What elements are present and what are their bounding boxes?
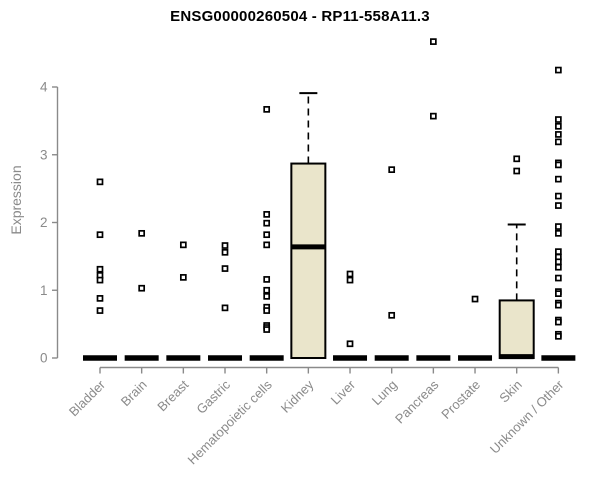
- outlier-point-unknown-other: [555, 290, 562, 297]
- collapsed-box-brain: [124, 355, 159, 361]
- outlier-point-hematopoietic-cells: [263, 292, 271, 300]
- outlier-point-bladder: [96, 307, 104, 314]
- outlier-point-breast: [179, 241, 187, 249]
- outlier-point-unknown-other: [555, 223, 562, 230]
- outlier-point-unknown-other: [555, 138, 562, 146]
- outlier-point-skin: [513, 167, 521, 175]
- outlier-point-unknown-other: [555, 122, 562, 130]
- outlier-point-gastric: [221, 248, 229, 256]
- outlier-point-hematopoietic-cells: [263, 286, 271, 294]
- collapsed-box-bladder: [83, 355, 117, 361]
- y-tick-label: 2: [40, 215, 48, 230]
- x-tick-label-unknown-other: Unknown / Other: [487, 377, 567, 457]
- y-tick-label: 1: [40, 283, 48, 298]
- box-skin: [498, 299, 535, 360]
- collapsed-box-pancreas: [416, 355, 451, 361]
- outlier-point-brain: [138, 284, 146, 292]
- x-tick-label-brain: Brain: [118, 377, 150, 409]
- outlier-point-bladder: [96, 265, 104, 273]
- outlier-point-unknown-other: [555, 318, 562, 326]
- collapsed-box-lung: [374, 355, 409, 361]
- x-tick-label-skin: Skin: [496, 377, 524, 405]
- outlier-point-unknown-other: [555, 248, 562, 255]
- outlier-point-prostate: [471, 295, 479, 303]
- outlier-point-gastric: [221, 265, 229, 272]
- x-tick-label-gastric: Gastric: [193, 377, 233, 417]
- outlier-point-unknown-other: [555, 263, 562, 271]
- outlier-point-unknown-other: [555, 301, 562, 309]
- outlier-point-liver: [346, 340, 354, 348]
- x-tick-label-lung: Lung: [369, 377, 400, 408]
- x-tick-label-prostate: Prostate: [438, 377, 483, 422]
- outlier-point-hematopoietic-cells: [263, 276, 271, 283]
- outlier-point-brain: [138, 229, 146, 237]
- outlier-point-unknown-other: [555, 192, 562, 200]
- outlier-point-unknown-other: [555, 202, 562, 209]
- outlier-point-lung: [388, 166, 396, 174]
- chart-title: ENSG00000260504 - RP11-558A11.3: [170, 8, 430, 25]
- collapsed-box-breast: [166, 355, 201, 361]
- outlier-point-unknown-other: [555, 175, 562, 183]
- outlier-point-bladder: [96, 231, 104, 239]
- outlier-point-unknown-other: [555, 131, 562, 138]
- outlier-point-lung: [388, 311, 396, 319]
- outlier-point-bladder: [96, 276, 104, 284]
- x-tick-label-bladder: Bladder: [66, 377, 109, 420]
- outlier-point-pancreas: [430, 112, 437, 120]
- outlier-point-hematopoietic-cells: [263, 307, 271, 314]
- outlier-point-hematopoietic-cells: [263, 106, 271, 113]
- y-tick-label: 3: [40, 147, 48, 162]
- outlier-point-bladder: [96, 295, 104, 302]
- x-tick-label-kidney: Kidney: [278, 377, 317, 416]
- outlier-point-skin: [513, 155, 521, 163]
- collapsed-box-liver: [333, 355, 368, 361]
- outlier-point-hematopoietic-cells: [263, 241, 271, 249]
- outlier-point-unknown-other: [555, 332, 562, 340]
- y-tick-label: 4: [40, 80, 48, 95]
- outlier-point-hematopoietic-cells: [263, 219, 271, 227]
- collapsed-box-prostate: [458, 355, 493, 361]
- outlier-point-gastric: [221, 304, 229, 312]
- outlier-point-unknown-other: [555, 274, 562, 282]
- outlier-point-bladder: [96, 178, 104, 186]
- outlier-point-unknown-other: [555, 161, 562, 169]
- collapsed-box-gastric: [208, 355, 243, 361]
- outlier-point-unknown-other: [555, 258, 562, 266]
- collapsed-box-hematopoietic-cells: [249, 355, 284, 361]
- y-tick-label: 0: [40, 351, 48, 366]
- outlier-point-unknown-other: [555, 229, 562, 237]
- outlier-point-liver: [346, 276, 354, 284]
- outlier-point-unknown-other: [555, 116, 562, 123]
- outlier-point-gastric: [221, 242, 229, 249]
- outlier-point-breast: [179, 274, 187, 281]
- box-kidney: [290, 162, 327, 359]
- outlier-point-liver: [346, 270, 354, 278]
- collapsed-box-unknown-other: [541, 355, 576, 361]
- outlier-point-pancreas: [430, 38, 437, 45]
- x-tick-label-pancreas: Pancreas: [392, 377, 442, 427]
- x-tick-label-breast: Breast: [154, 377, 191, 414]
- outlier-point-hematopoietic-cells: [263, 231, 271, 239]
- outlier-point-hematopoietic-cells: [263, 326, 271, 333]
- outlier-point-unknown-other: [555, 66, 562, 74]
- x-tick-label-liver: Liver: [328, 377, 359, 408]
- outlier-point-hematopoietic-cells: [263, 211, 271, 218]
